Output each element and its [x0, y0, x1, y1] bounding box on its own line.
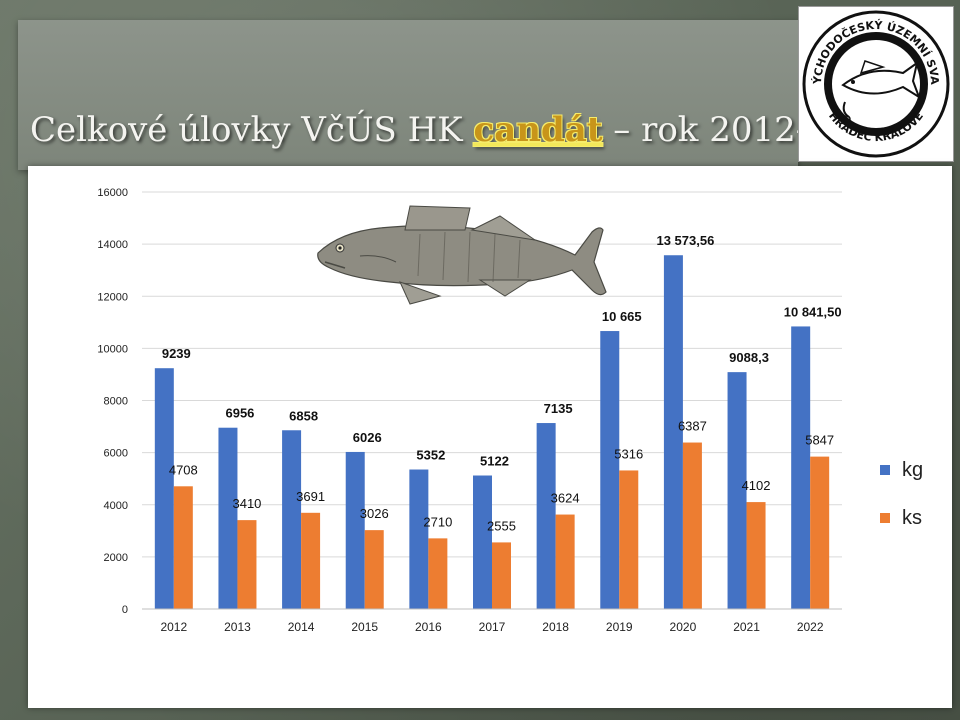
- data-label-kg: 9239: [162, 346, 191, 361]
- data-label-kg: 13 573,56: [656, 233, 714, 248]
- bar-ks: [428, 538, 448, 609]
- slide-title: Celkové úlovky VčÚS HK candát – rok 2012…: [30, 110, 894, 160]
- bar-ks: [619, 470, 639, 609]
- y-tick-label: 2000: [104, 552, 128, 564]
- data-label-kg: 7135: [544, 401, 573, 416]
- bar-ks: [555, 514, 575, 609]
- legend-label-kg: kg: [902, 458, 924, 481]
- bar-ks: [492, 542, 511, 609]
- bar-ks: [237, 520, 257, 609]
- data-label-ks: 3691: [296, 489, 325, 504]
- logo-fish-icon: [841, 60, 921, 123]
- bar-kg: [154, 368, 174, 609]
- legend-label-ks: ks: [902, 506, 922, 529]
- data-label-ks: 2555: [487, 518, 516, 533]
- y-tick-label: 6000: [104, 448, 128, 460]
- bar-kg: [600, 331, 620, 609]
- x-tick-label: 2016: [415, 620, 442, 634]
- legend-item-ks: ks: [880, 506, 922, 530]
- chart-axes: 0 2000 4000 6000 8000 10000 12000 14000 16000 201…: [97, 187, 842, 634]
- data-label-ks: 5847: [805, 433, 834, 448]
- title-part1: Celkové úlovky VčÚS HK: [30, 110, 463, 150]
- x-tick-label: 2018: [542, 620, 569, 634]
- data-label-ks: 3410: [232, 496, 261, 511]
- bar-kg: [218, 427, 238, 609]
- x-tick-label: 2021: [733, 620, 760, 634]
- data-label-ks: 5316: [614, 446, 643, 461]
- data-label-ks: 2710: [423, 514, 452, 529]
- x-tick-label: 2014: [288, 620, 315, 634]
- y-tick-label: 14000: [97, 239, 128, 251]
- legend-swatch-ks: [880, 513, 890, 523]
- data-label-kg: 6026: [353, 430, 382, 445]
- title-band: [18, 20, 798, 170]
- zander-fish-icon: [317, 205, 607, 305]
- data-label-kg: 6858: [289, 408, 318, 423]
- data-label-ks: 4102: [742, 478, 771, 493]
- bar-kg: [282, 430, 302, 609]
- data-label-kg: 10 841,50: [784, 304, 842, 319]
- legend-swatch-kg: [880, 465, 890, 475]
- x-tick-label: 2017: [479, 620, 506, 634]
- data-label-kg: 5352: [416, 448, 445, 463]
- bar-ks: [810, 456, 830, 609]
- y-tick-label: 0: [122, 604, 128, 616]
- x-tick-label: 2013: [224, 620, 251, 634]
- bar-ks: [173, 486, 193, 609]
- chart-labels: 9239 4708 6956 3410 6858 3691 6026 3026 5352 2710…: [162, 233, 842, 533]
- x-tick-label: 2019: [606, 620, 633, 634]
- union-logo-emblem: VÝCHODOČESKÝ ÚZEMNÍ SVAZ ČESKÝ RYBÁŘSKÝ …: [795, 0, 950, 158]
- chart-legend: kg ks: [880, 456, 950, 536]
- bar-kg: [663, 255, 683, 610]
- bar-ks: [682, 442, 702, 609]
- data-label-kg: 6956: [225, 406, 254, 421]
- bar-kg: [409, 469, 429, 609]
- data-label-ks: 4708: [169, 462, 198, 477]
- bar-kg: [536, 423, 556, 609]
- data-label-ks: 3624: [551, 491, 580, 506]
- bar-ks: [364, 530, 384, 609]
- bar-kg: [345, 451, 365, 609]
- x-tick-label: 2022: [797, 620, 824, 634]
- y-tick-label: 8000: [104, 396, 128, 408]
- bar-ks: [301, 512, 321, 609]
- bar-kg: [791, 326, 811, 609]
- y-tick-label: 16000: [97, 187, 128, 199]
- union-logo: VÝCHODOČESKÝ ÚZEMNÍ SVAZ ČESKÝ RYBÁŘSKÝ …: [795, 0, 954, 162]
- data-label-kg: 9088,3: [729, 350, 769, 365]
- bar-kg: [473, 475, 492, 609]
- y-tick-label: 10000: [97, 343, 128, 355]
- data-label-ks: 6387: [678, 419, 707, 434]
- data-label-ks: 3026: [360, 506, 389, 521]
- x-tick-label: 2015: [351, 620, 378, 634]
- chart-bars: [154, 255, 830, 610]
- y-tick-label: 12000: [97, 291, 128, 303]
- bar-kg: [727, 372, 747, 609]
- x-tick-label: 2020: [670, 620, 697, 634]
- bar-ks: [746, 502, 766, 609]
- data-label-kg: 5122: [480, 454, 509, 469]
- data-label-kg: 10 665: [602, 309, 642, 324]
- legend-item-kg: kg: [880, 458, 923, 482]
- y-tick-label: 4000: [104, 500, 128, 512]
- x-tick-label: 2012: [160, 620, 187, 634]
- title-highlight: candát: [473, 110, 603, 150]
